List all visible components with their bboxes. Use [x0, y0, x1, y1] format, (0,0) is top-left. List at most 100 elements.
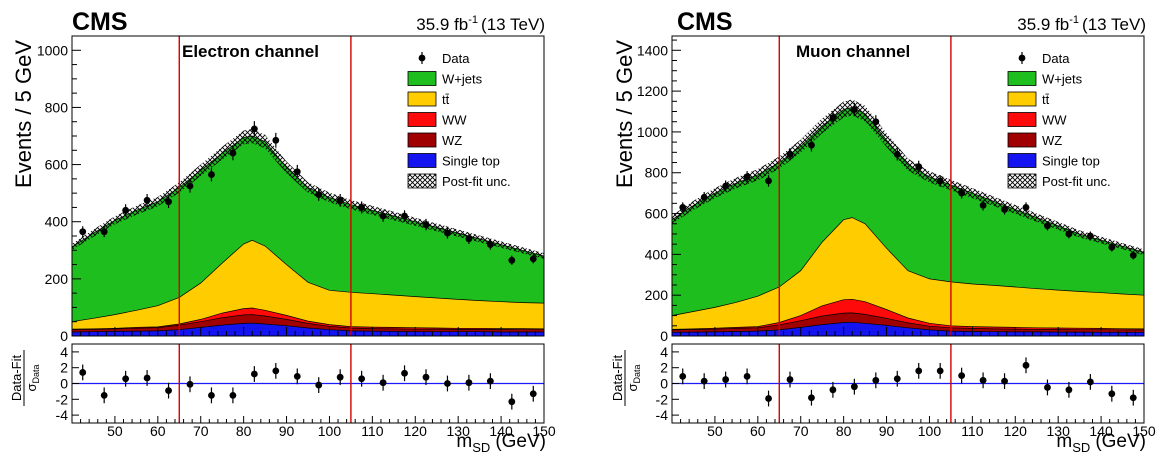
- y-axis-title: Events / 5 GeV: [612, 40, 637, 188]
- ratio-point: [829, 386, 837, 394]
- ratio-point: [529, 390, 537, 398]
- main-plot: 0 200 400 600 800 1000: [37, 35, 545, 344]
- ratio-y-tick-label: -2: [656, 391, 669, 407]
- plot-frame: [71, 35, 545, 337]
- data-point: [293, 168, 301, 176]
- x-tick-label: 100: [918, 423, 942, 439]
- x-tick-label: 50: [107, 423, 123, 439]
- ratio-point: [1044, 384, 1051, 391]
- ratio-point: [1129, 394, 1137, 402]
- data-point: [208, 171, 215, 178]
- ratio-point: [186, 380, 194, 388]
- ratio-point: [379, 379, 387, 387]
- legend-swatch: [407, 132, 437, 148]
- legend-label: Single top: [442, 154, 500, 169]
- data-point: [508, 256, 516, 264]
- stack-area: [71, 322, 545, 337]
- ratio-point: [143, 374, 151, 382]
- x-tick-label: 80: [236, 423, 252, 439]
- y-tick-label: 1200: [637, 83, 668, 99]
- ratio-y-tick-label: 2: [60, 360, 68, 376]
- y-tick-label: 600: [45, 157, 69, 173]
- ratio-point: [336, 373, 344, 381]
- ratio-point: [293, 372, 301, 380]
- x-tick-label: 100: [318, 423, 342, 439]
- x-axis-title: mSD (GeV): [1056, 431, 1146, 452]
- ratio-point: [679, 372, 687, 380]
- ratio-point: [979, 376, 987, 384]
- ratio-point: [486, 377, 494, 385]
- ratio-y-tick-label: 0: [60, 376, 68, 392]
- data-point: [893, 150, 901, 158]
- data-point: [1065, 230, 1073, 238]
- x-tick-label: 60: [750, 423, 766, 439]
- legend-swatch: [1007, 132, 1037, 148]
- ratio-point: [958, 372, 966, 379]
- ratio-point: [422, 373, 430, 381]
- legend-label: Single top: [1042, 154, 1100, 169]
- legend-swatch: [1007, 71, 1037, 86]
- legend-label: WZ: [1042, 133, 1062, 148]
- x-tick-label: 140: [1089, 423, 1113, 439]
- data-point: [122, 206, 130, 214]
- sigma-subscript: Data: [31, 364, 41, 383]
- panel-muon: CMS 35.9 fb-1 (13 TeV) Events / 5 GeV Muo…: [610, 8, 1156, 452]
- ratio-y-tick-label: 2: [660, 360, 668, 376]
- ratio-point: [250, 370, 258, 378]
- ratio-point: [401, 369, 408, 377]
- ratio-point: [1086, 378, 1094, 386]
- x-tick-label: 70: [193, 423, 209, 439]
- ratio-point: [465, 379, 473, 387]
- uncertainty-band: [672, 99, 1144, 256]
- data-point: [315, 191, 323, 198]
- channel-label: Muon channel: [796, 42, 910, 61]
- legend-swatch: [407, 173, 437, 189]
- data-point: [229, 149, 237, 157]
- legend-label: tt̄: [1042, 92, 1050, 107]
- data-point: [679, 204, 687, 211]
- legend-label: Post-fit unc.: [442, 174, 511, 189]
- stack-area: [671, 321, 1145, 337]
- x-axis-title-sub: SD: [1072, 440, 1090, 452]
- legend-label: Post-fit unc.: [1042, 174, 1111, 189]
- ratio-point: [915, 367, 923, 375]
- x-tick-label: 70: [793, 423, 809, 439]
- ratio-y-tick-label: -4: [656, 407, 669, 423]
- x-tick-label: 150: [532, 423, 556, 439]
- data-point: [786, 150, 794, 158]
- x-axis-title-sub: SD: [472, 440, 490, 452]
- x-axis-title-main: m: [1056, 431, 1072, 452]
- y-tick-label: 200: [45, 271, 69, 287]
- x-tick-label: 50: [707, 423, 723, 439]
- ratio-y-tick-label: 4: [60, 344, 68, 360]
- data-point: [165, 198, 172, 206]
- data-point: [186, 182, 194, 190]
- ratio-point: [743, 372, 751, 380]
- x-tick-label: 90: [879, 423, 895, 439]
- ratio-y-axis-title: Data-Fit σData: [610, 350, 642, 406]
- ratio-y-tick-label: -2: [56, 391, 69, 407]
- legend-swatch: [407, 153, 437, 168]
- ratio-point: [1001, 377, 1008, 385]
- lumi-value: 35.9 fb: [416, 15, 468, 34]
- ratio-y-axis-numerator: Data-Fit: [610, 354, 625, 401]
- data-point: [79, 228, 87, 236]
- y-tick-label: 0: [660, 328, 668, 344]
- main-plot: 0 200 400 600 800 1000 1200 1400: [637, 35, 1145, 344]
- data-point: [936, 177, 944, 185]
- y-tick-label: 600: [645, 206, 669, 222]
- ratio-point: [936, 367, 944, 375]
- legend-label: WW: [442, 113, 467, 128]
- stack-area: [671, 217, 1145, 337]
- ratio-point: [444, 380, 451, 387]
- legend-label: W+jets: [1042, 72, 1083, 87]
- data-point: [143, 196, 151, 204]
- legend-swatch: [407, 112, 437, 127]
- x-tick-label: 150: [1132, 423, 1156, 439]
- plot-frame: [671, 35, 1145, 337]
- panel-electron: CMS 35.9 fb-1 (13 TeV) Events / 5 GeV Ele…: [9, 8, 556, 452]
- luminosity-label: 35.9 fb-1 (13 TeV): [416, 14, 545, 34]
- y-tick-label: 400: [45, 214, 69, 230]
- ratio-point: [229, 391, 237, 399]
